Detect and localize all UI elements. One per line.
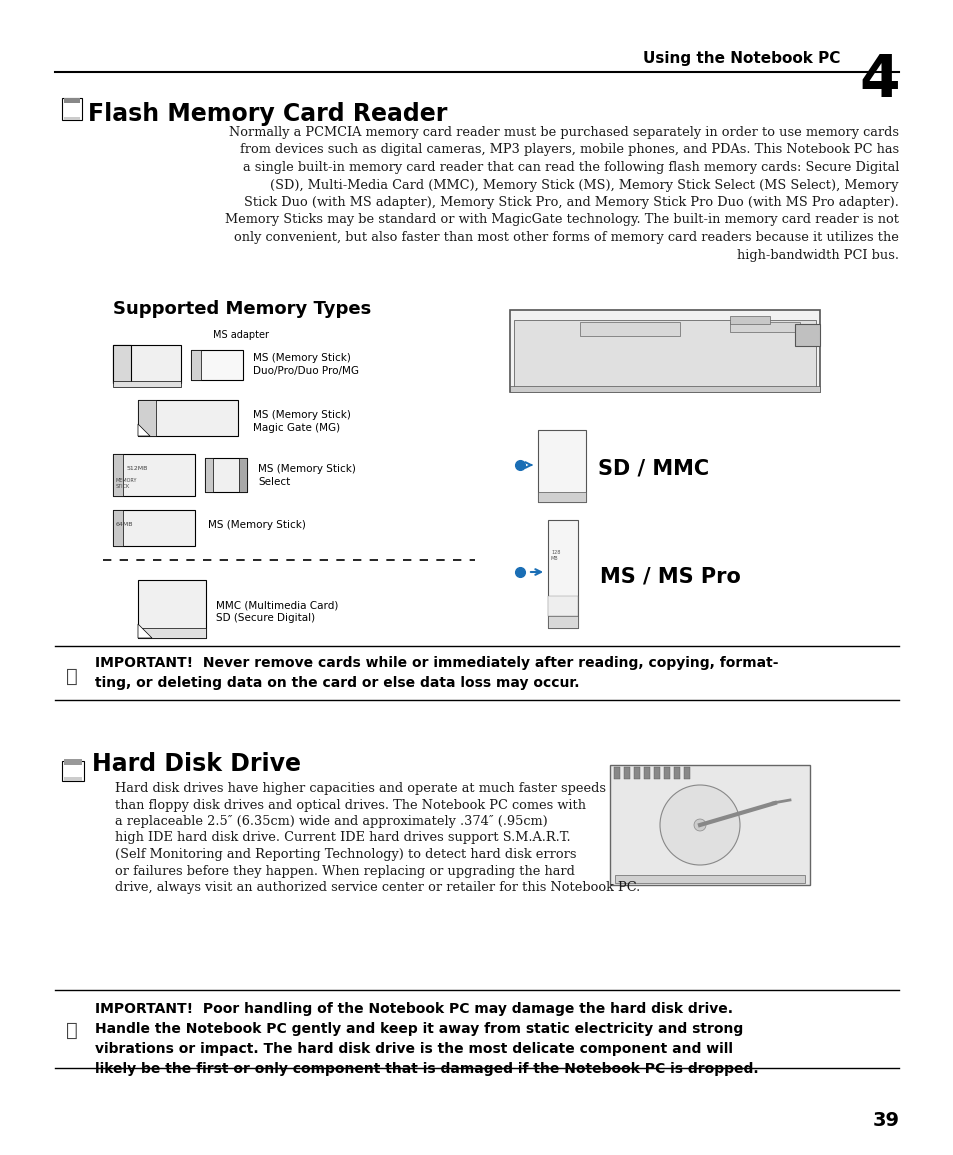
Text: only convenient, but also faster than most other forms of memory card readers be: only convenient, but also faster than mo… <box>233 231 898 244</box>
Bar <box>609 765 809 885</box>
Text: Supported Memory Types: Supported Memory Types <box>112 300 371 318</box>
Bar <box>205 459 247 492</box>
Text: Memory Sticks may be standard or with MagicGate technology. The built-in memory : Memory Sticks may be standard or with Ma… <box>225 214 898 226</box>
Bar <box>654 767 659 778</box>
Bar <box>615 875 804 884</box>
Text: from devices such as digital cameras, MP3 players, mobile phones, and PDAs. This: from devices such as digital cameras, MP… <box>239 143 898 156</box>
Bar <box>138 580 206 638</box>
Bar <box>64 759 82 765</box>
Text: drive, always visit an authorized service center or retailer for this Notebook P: drive, always visit an authorized servic… <box>115 881 639 894</box>
Polygon shape <box>138 424 150 435</box>
Bar <box>138 400 237 435</box>
Text: 👋: 👋 <box>66 1021 78 1040</box>
Circle shape <box>659 785 740 865</box>
Text: a replaceable 2.5″ (6.35cm) wide and approximately .374″ (.95cm): a replaceable 2.5″ (6.35cm) wide and app… <box>115 815 547 828</box>
Text: 39: 39 <box>872 1111 899 1130</box>
Bar <box>64 98 80 103</box>
Text: 512MB: 512MB <box>127 465 149 471</box>
Bar <box>614 767 619 778</box>
Text: MS (Memory Stick): MS (Memory Stick) <box>208 520 306 530</box>
Bar <box>547 616 578 628</box>
Bar <box>729 322 800 331</box>
Bar <box>794 325 820 346</box>
Text: 4: 4 <box>859 52 899 109</box>
Bar <box>683 767 689 778</box>
Text: 64MB: 64MB <box>116 522 133 527</box>
Bar <box>547 596 578 616</box>
Bar <box>64 777 82 781</box>
Bar <box>663 767 669 778</box>
Text: high-bandwidth PCI bus.: high-bandwidth PCI bus. <box>737 248 898 261</box>
Bar <box>643 767 649 778</box>
Bar <box>547 520 578 628</box>
Text: IMPORTANT!  Never remove cards while or immediately after reading, copying, form: IMPORTANT! Never remove cards while or i… <box>95 656 778 690</box>
Bar <box>112 511 123 546</box>
Text: Hard Disk Drive: Hard Disk Drive <box>91 752 301 776</box>
Text: IMPORTANT!  Poor handling of the Notebook PC may damage the hard disk drive.
Han: IMPORTANT! Poor handling of the Notebook… <box>95 1003 758 1076</box>
Text: Flash Memory Card Reader: Flash Memory Card Reader <box>88 102 447 126</box>
Bar <box>205 459 213 492</box>
Text: MEMORY
STICK: MEMORY STICK <box>116 478 137 489</box>
Circle shape <box>693 819 705 830</box>
Text: 👋: 👋 <box>66 666 78 686</box>
Bar <box>634 767 639 778</box>
Bar <box>623 767 629 778</box>
Text: MS (Memory Stick)
Select: MS (Memory Stick) Select <box>257 464 355 487</box>
Bar <box>191 350 243 380</box>
Text: MS / MS Pro: MS / MS Pro <box>599 566 740 586</box>
Text: than floppy disk drives and optical drives. The Notebook PC comes with: than floppy disk drives and optical driv… <box>115 798 585 812</box>
Bar <box>112 345 181 383</box>
Bar <box>537 492 585 502</box>
Text: SD / MMC: SD / MMC <box>598 459 708 479</box>
Text: MMC (Multimedia Card)
SD (Secure Digital): MMC (Multimedia Card) SD (Secure Digital… <box>215 599 338 624</box>
Text: Hard disk drives have higher capacities and operate at much faster speeds: Hard disk drives have higher capacities … <box>115 782 605 795</box>
Bar <box>64 117 80 120</box>
Bar <box>673 767 679 778</box>
Polygon shape <box>138 624 152 638</box>
Bar <box>62 761 84 781</box>
Text: or failures before they happen. When replacing or upgrading the hard: or failures before they happen. When rep… <box>115 864 575 878</box>
Bar <box>62 98 82 120</box>
Bar <box>112 454 194 495</box>
Bar <box>729 316 769 325</box>
Bar <box>112 381 181 387</box>
Bar <box>514 320 815 390</box>
Text: high IDE hard disk drive. Current IDE hard drives support S.M.A.R.T.: high IDE hard disk drive. Current IDE ha… <box>115 832 570 844</box>
Bar <box>112 454 123 495</box>
Bar <box>510 310 820 392</box>
Text: (Self Monitoring and Reporting Technology) to detect hard disk errors: (Self Monitoring and Reporting Technolog… <box>115 848 576 860</box>
Text: MS (Memory Stick)
Magic Gate (MG): MS (Memory Stick) Magic Gate (MG) <box>253 410 351 433</box>
Bar <box>138 628 206 638</box>
Text: Normally a PCMCIA memory card reader must be purchased separately in order to us: Normally a PCMCIA memory card reader mus… <box>229 126 898 139</box>
Bar <box>191 350 201 380</box>
Bar <box>112 511 194 546</box>
Text: MS (Memory Stick)
Duo/Pro/Duo Pro/MG: MS (Memory Stick) Duo/Pro/Duo Pro/MG <box>253 353 358 377</box>
Bar <box>537 430 585 502</box>
Text: Using the Notebook PC: Using the Notebook PC <box>642 51 840 66</box>
Text: Stick Duo (with MS adapter), Memory Stick Pro, and Memory Stick Pro Duo (with MS: Stick Duo (with MS adapter), Memory Stic… <box>244 196 898 209</box>
Bar <box>138 400 156 435</box>
Text: MS adapter: MS adapter <box>213 330 269 340</box>
Bar <box>579 322 679 336</box>
Bar <box>239 459 247 492</box>
Bar <box>112 345 131 383</box>
Text: (SD), Multi-Media Card (MMC), Memory Stick (MS), Memory Stick Select (MS Select): (SD), Multi-Media Card (MMC), Memory Sti… <box>271 179 898 192</box>
Text: a single built-in memory card reader that can read the following flash memory ca: a single built-in memory card reader tha… <box>242 161 898 174</box>
Text: 128
MB: 128 MB <box>551 550 559 561</box>
Bar <box>510 386 820 392</box>
